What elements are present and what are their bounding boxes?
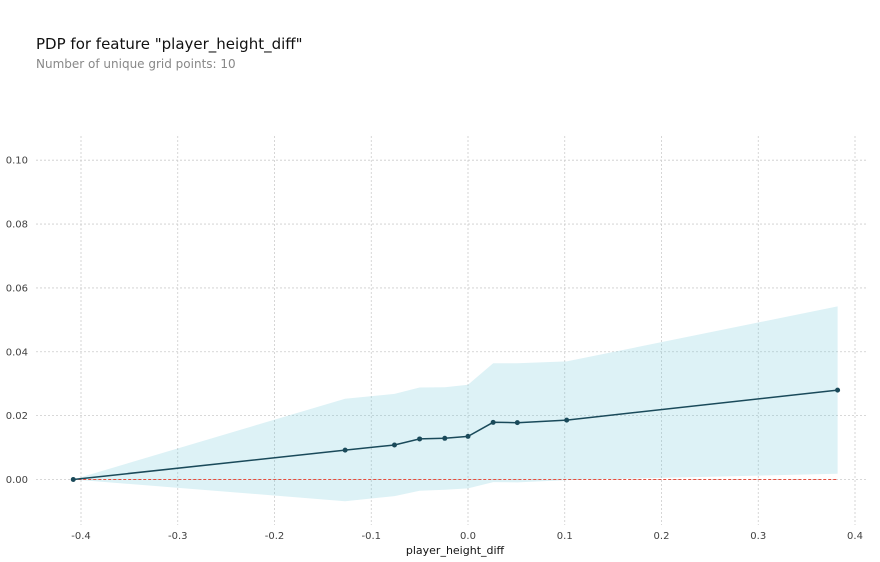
pdp-point <box>465 433 471 439</box>
y-tick-label: 0.08 <box>6 220 28 231</box>
x-tick-label: 0.3 <box>750 531 766 542</box>
x-axis-label: player_height_diff <box>406 544 505 557</box>
x-tick-label: -0.3 <box>168 531 188 542</box>
x-tick-label: -0.4 <box>71 531 91 542</box>
x-tick-label: -0.1 <box>361 531 381 542</box>
pdp-line-layer <box>73 389 838 481</box>
y-tick-label: 0.06 <box>6 283 28 294</box>
pdp-point <box>442 435 448 441</box>
pdp-point <box>391 442 397 448</box>
x-tick-label: 0.4 <box>847 531 863 542</box>
confidence-band-layer <box>73 306 838 502</box>
x-tick-label: -0.2 <box>265 531 285 542</box>
tick-label-layer: -0.4 -0.3 -0.2 -0.1 0.0 0.1 0.2 0.3 0.4 0.00 0.02 0… <box>6 156 863 542</box>
x-tick-label: 0.2 <box>654 531 670 542</box>
pdp-point <box>564 417 570 423</box>
pdp-point <box>417 436 423 442</box>
y-tick-label: 0.10 <box>6 156 28 167</box>
pdp-point <box>70 477 76 482</box>
y-tick-label: 0.02 <box>6 411 28 422</box>
chart-title: PDP for feature "player_height_diff" <box>36 35 303 53</box>
pdp-line <box>73 389 838 481</box>
confidence-band <box>73 306 838 502</box>
y-tick-label: 0.00 <box>6 475 28 486</box>
pdp-point <box>835 387 841 393</box>
chart-subtitle: Number of unique grid points: 10 <box>36 57 236 71</box>
pdp-point-layer <box>70 387 841 482</box>
pdp-point <box>490 419 496 425</box>
pdp-point <box>514 420 520 426</box>
y-tick-label: 0.04 <box>6 347 28 358</box>
pdp-point <box>342 447 348 453</box>
x-tick-label: 0.0 <box>460 531 476 542</box>
x-tick-label: 0.1 <box>557 531 573 542</box>
